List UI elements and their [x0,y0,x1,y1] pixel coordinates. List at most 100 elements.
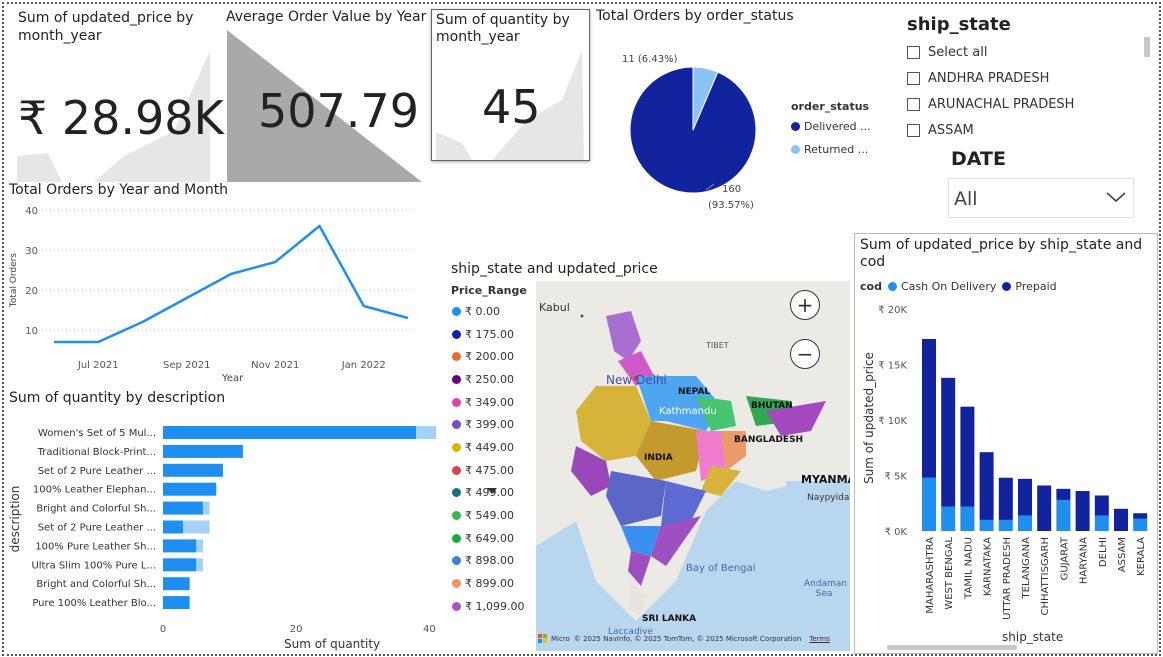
chevron-down-icon [1106,192,1126,203]
map-pin [580,314,584,318]
kpi-value-price: ₹ 28.98K [18,91,224,145]
map-pin [634,376,638,380]
zoom-in-button[interactable]: + [790,290,820,320]
map-legend-label: ₹ 475.00 [465,463,514,477]
slicer-item-arunachal-pradesh[interactable]: ARUNACHAL PRADESH [907,91,1074,117]
date-dropdown[interactable]: All [948,178,1134,218]
stacked-bar-cod [960,506,975,531]
legend-dot-icon [452,306,461,316]
stacked-chart-panel[interactable]: Sum of updated_price by ship_state and c… [854,233,1158,654]
pie-leader-delivered [705,183,715,191]
line-chart-title: Total Orders by Year and Month [9,182,229,198]
kpi-card-quantity[interactable]: Sum of quantity by month_year 45 [431,9,590,161]
slicer-item-andhra-pradesh[interactable]: ANDHRA PRADESH [907,65,1074,91]
map-place-kathmandu: Kathmandu [659,406,717,417]
legend-item-cod[interactable]: Cash On Delivery [887,280,996,293]
legend-dot-icon [452,442,461,452]
date-slicer[interactable]: DATE All [948,148,1136,220]
legend-dot-icon [452,329,461,339]
map-canvas[interactable]: Kabul TIBET New Delhi NEPAL Kathmandu BH… [536,281,850,651]
map-legend-item[interactable]: ₹ 0.00 [452,300,536,323]
kpi-title-price: Sum of updated_price by month_year [18,10,194,44]
map-legend-item[interactable]: ₹ 175.00 [452,323,536,346]
slicer-scrollbar[interactable] [1144,37,1150,57]
hbar-bar-secondary [196,558,203,572]
y-tick-label: ₹ 10K [878,416,907,427]
x-tick-label: Jan 2022 [341,360,386,371]
map-legend-item[interactable]: ₹ 649.00 [452,527,536,550]
map-legend-label: ₹ 250.00 [465,372,514,386]
legend-dot-icon [452,533,461,543]
legend-dot-icon [452,511,461,521]
map-legend-item[interactable]: ₹ 200.00 [452,345,536,368]
pie-chart-panel[interactable]: Total Orders by order_status 11 (6.43%) … [594,4,884,219]
map-legend-item[interactable]: ₹ 349.00 [452,391,536,414]
legend-more-icon[interactable] [487,488,497,496]
x-tick-label: KERALA [1136,537,1147,576]
x-tick-label: HARYANA [1079,537,1090,584]
hbar-bar [163,539,197,553]
zoom-out-button[interactable]: − [790,339,820,369]
map-state-telangana [661,481,706,531]
map-legend-item[interactable]: ₹ 449.00 [452,436,536,459]
legend-dot-icon [791,122,800,131]
map-legend-item[interactable]: ₹ 250.00 [452,368,536,391]
hbar-bar-secondary [202,501,210,515]
hbar-category-label: Set of 2 Pure Leather ... [38,523,156,534]
x-tick-label: CHHATTISGARH [1040,537,1051,615]
y-tick-label: 10 [25,326,38,337]
map-state-odisha [701,466,741,496]
map-legend-item[interactable]: ₹ 899.00 [452,572,536,595]
map-title: ship_state and updated_price [451,261,658,277]
map-legend-item[interactable]: ₹ 898.00 [452,550,536,573]
hbar-category-label: Set of 2 Pure Leather ... [38,466,156,477]
x-tick-label: WEST BENGAL [944,537,955,610]
stacked-bar-prepaid [1075,491,1090,531]
map-legend-item[interactable]: ₹ 399.00 [452,413,536,436]
line-chart-ylabel: Total Orders [9,252,19,308]
map-state-karnataka [621,526,661,556]
legend-dot-icon [452,488,461,498]
map-panel[interactable]: ship_state and updated_price Price_Range… [449,258,853,654]
kpi-card-price[interactable]: Sum of updated_price by month_year ₹ 28.… [14,6,224,182]
map-legend-item[interactable]: ₹ 1,099.00 [452,595,536,618]
hbar-category-label: Traditional Block-Print... [37,447,156,458]
map-state-up [636,376,721,431]
hbar-chart-panel[interactable]: Sum of quantity by description Women's S… [6,388,446,654]
pie-legend-delivered[interactable]: Delivered ... [791,120,871,133]
legend-item-prepaid[interactable]: Prepaid [1002,280,1057,293]
map-terms-link[interactable]: Terms [809,634,830,643]
stacked-bar-cod [941,506,956,531]
map-place-myanmar: MYANMAR [801,473,850,486]
map-state-wb [721,431,746,471]
slicer-item-assam[interactable]: ASSAM [907,117,1074,143]
horizontal-scrollbar[interactable] [887,645,1017,650]
ship-state-slicer[interactable]: ship_state Select all ANDHRA PRADESH ARU… [904,10,1156,142]
map-legend-item[interactable]: ₹ 549.00 [452,504,536,527]
kpi-card-aov[interactable]: Average Order Value by Year 507.79 [224,6,426,182]
y-tick-label: ₹ 15K [878,361,907,372]
legend-dot-icon [452,465,461,475]
map-place-naypyidaw: Naypyidaw [807,493,850,503]
map-srilanka [628,581,646,616]
pie-chart-svg [629,60,757,194]
map-legend-label: ₹ 649.00 [465,531,514,545]
x-tick-label: 20 [290,624,303,635]
map-state-assam [766,401,826,436]
map-legend-item[interactable]: ₹ 475.00 [452,459,536,482]
stacked-xlabel: ship_state [1002,630,1064,644]
hbar-category-label: 100% Pure Leather Sh... [35,541,156,552]
date-slicer-title: DATE [951,148,1006,170]
line-chart-panel[interactable]: Total Orders by Year and Month 10 20 30 40 J… [6,182,426,387]
x-tick-label: 40 [423,624,436,635]
kpi-value-quantity: 45 [482,80,541,134]
legend-dot-icon [452,601,461,611]
pie-legend-returned[interactable]: Returned ... [791,143,868,156]
stacked-bar-cod [998,519,1013,531]
hbar-xlabel: Sum of quantity [284,637,381,651]
map-legend-item[interactable]: ₹ 499.00 [452,482,536,505]
stacked-bar-prepaid [1114,508,1128,531]
checkbox-icon [907,71,920,85]
slicer-item-select-all[interactable]: Select all [907,39,1074,65]
